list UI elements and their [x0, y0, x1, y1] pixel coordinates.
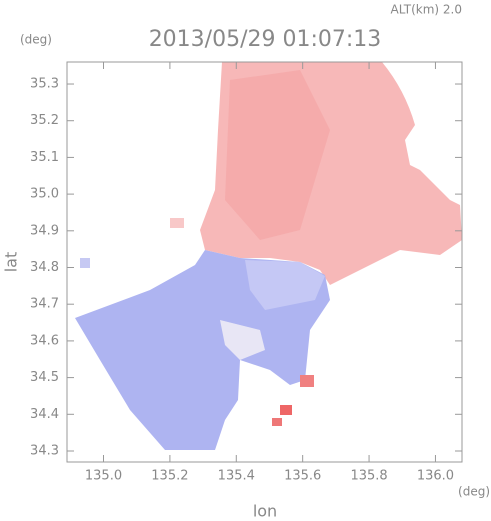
x-tick-label: 136.0 [417, 469, 454, 484]
x-tick-label: 135.0 [85, 469, 122, 484]
y-tick-label: 35.2 [30, 113, 59, 128]
altitude-label: ALT(km) 2.0 [391, 3, 462, 17]
x-tick-label: 135.6 [284, 469, 321, 484]
y-tick-label: 35.3 [30, 77, 59, 92]
y-tick-label: 34.9 [30, 223, 59, 238]
y-axis-label: lat [2, 252, 21, 273]
y-tick-label: 34.5 [30, 370, 59, 385]
y-tick-label: 34.3 [30, 443, 59, 458]
y-tick-label: 34.8 [30, 260, 59, 275]
x-tick-label: 135.2 [151, 469, 188, 484]
radar-field [75, 62, 462, 450]
x-tick-label: 135.8 [350, 469, 387, 484]
chart-title: 2013/05/29 01:07:13 [149, 27, 382, 52]
x-axis-label: lon [253, 502, 277, 521]
y-tick-label: 35.0 [30, 187, 59, 202]
x-unit: (deg) [458, 485, 490, 499]
y-tick-label: 34.6 [30, 333, 59, 348]
y-unit: (deg) [20, 33, 52, 47]
plot-frame [66, 61, 463, 463]
x-tick-label: 135.4 [218, 469, 255, 484]
y-tick-label: 34.4 [30, 407, 59, 422]
y-tick-label: 34.7 [30, 297, 59, 312]
y-tick-label: 35.1 [30, 150, 59, 165]
